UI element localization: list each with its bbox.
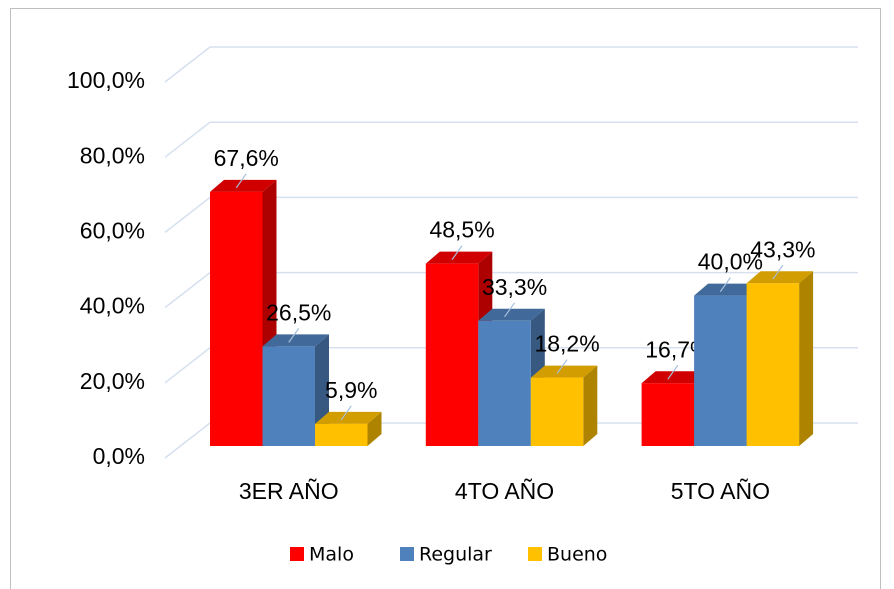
data-label: 43,3% (750, 236, 815, 262)
bar (425, 263, 479, 446)
leader-line (667, 364, 679, 380)
data-label: 48,5% (429, 217, 494, 243)
data-label: 67,6% (214, 145, 279, 171)
leader-line (719, 277, 731, 292)
leader-line (556, 359, 568, 374)
data-label: 5,9% (325, 377, 377, 403)
bar (478, 320, 531, 446)
bar (530, 377, 584, 446)
leader-line (288, 328, 300, 343)
bar-top (478, 308, 545, 321)
y-tick-label: 100,0% (67, 67, 145, 93)
bar (694, 295, 747, 446)
legend-label: Regular (419, 544, 492, 566)
leader-line (772, 264, 784, 280)
y-tick-label: 0,0% (93, 443, 145, 469)
x-tick-label: 5TO AÑO (671, 478, 770, 504)
leader-line (235, 173, 247, 189)
y-tick-label: 60,0% (80, 217, 145, 243)
bar-top (641, 371, 709, 384)
legend-label: Malo (309, 544, 354, 566)
bar-top (210, 179, 277, 192)
bar-top (425, 251, 493, 264)
bar (210, 191, 263, 446)
bar-side (583, 365, 598, 446)
bar-top (530, 365, 598, 378)
data-label: 26,5% (266, 299, 331, 325)
bar-top (315, 411, 382, 424)
y-tick-label: 20,0% (80, 368, 145, 394)
leader-line (340, 405, 352, 421)
data-label: 33,3% (482, 274, 547, 300)
legend-swatch (290, 547, 304, 561)
bar-top (262, 334, 329, 347)
bar-side (367, 411, 382, 446)
y-tick-label: 40,0% (80, 293, 145, 319)
leader-line (504, 302, 516, 318)
legend-label: Bueno (547, 544, 607, 566)
bar (641, 383, 695, 446)
legend-swatch (400, 547, 414, 561)
leader-line (451, 245, 463, 260)
legend-swatch (528, 547, 542, 561)
bar-top (694, 283, 761, 296)
x-tick-label: 4TO AÑO (455, 478, 554, 504)
bar (262, 346, 315, 446)
grid-line (164, 121, 858, 158)
bar-top (746, 271, 814, 284)
data-label: 18,2% (534, 331, 599, 357)
y-tick-label: 80,0% (80, 142, 145, 168)
bar-side (799, 271, 814, 446)
bar (315, 423, 368, 446)
data-label: 40,0% (698, 249, 763, 275)
bar (746, 283, 800, 446)
x-tick-label: 3ER AÑO (239, 478, 339, 504)
grid-line (164, 46, 858, 83)
